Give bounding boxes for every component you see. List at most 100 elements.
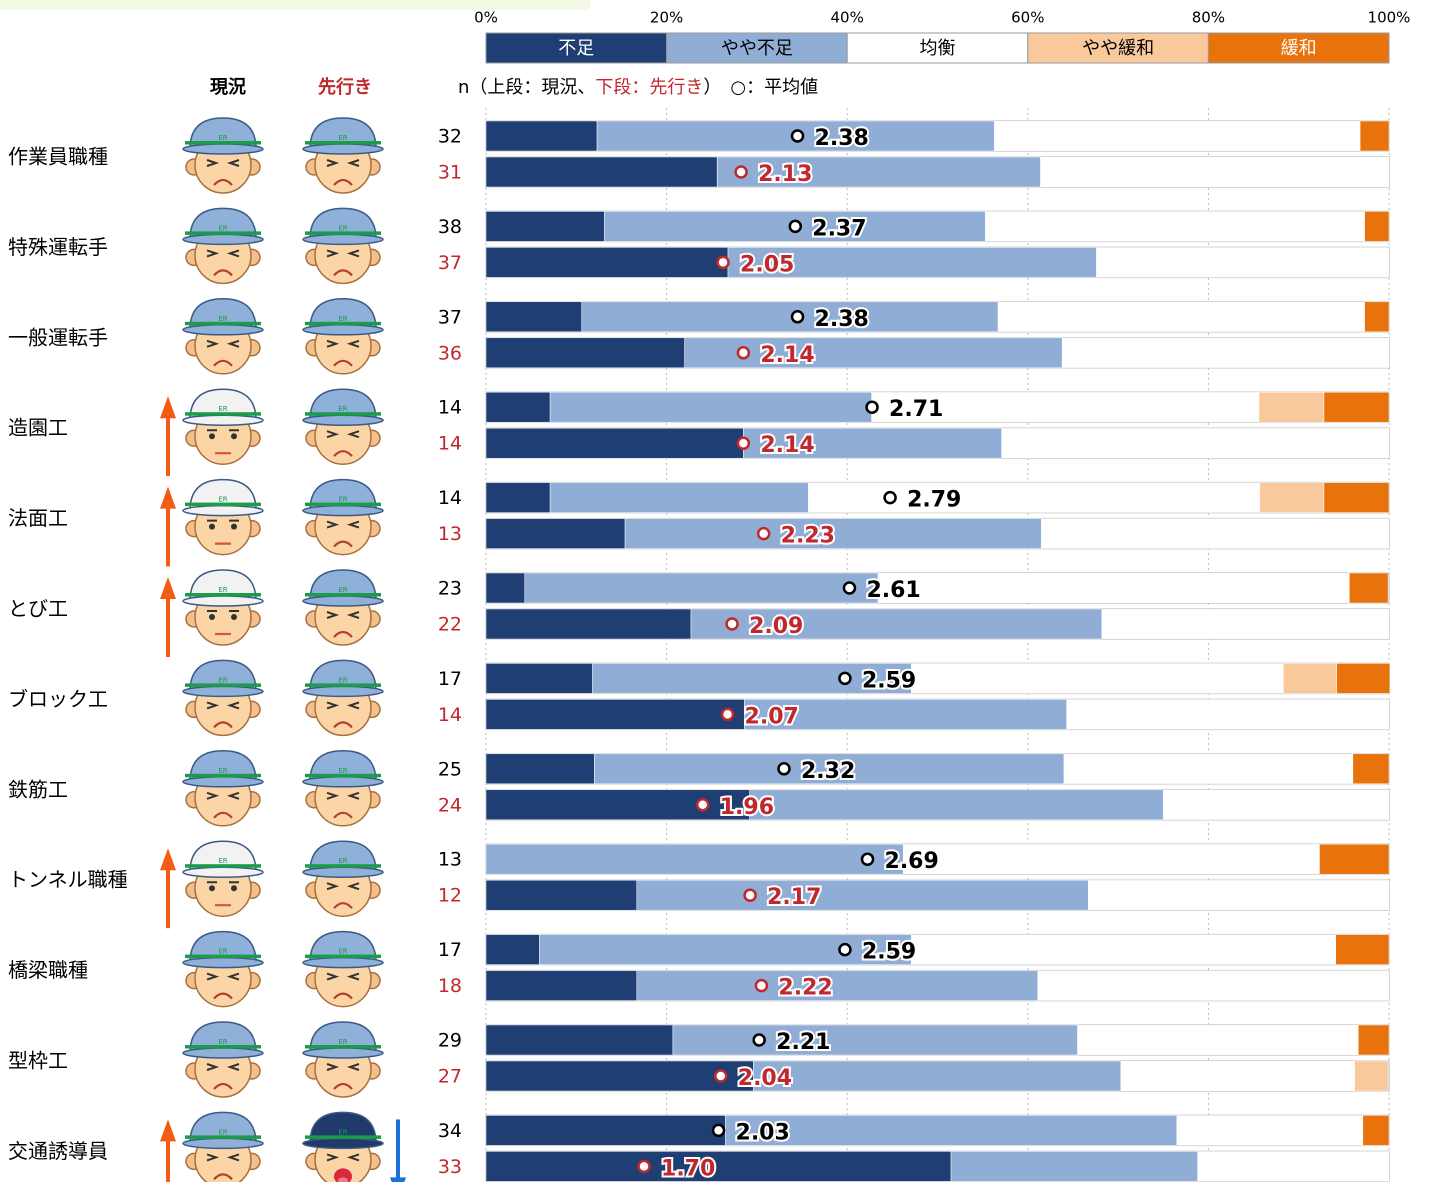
icon <box>183 118 263 154</box>
n-label: 36 <box>438 342 462 364</box>
mean-marker <box>758 528 769 539</box>
n-label: 25 <box>438 758 462 780</box>
bar-segment <box>1358 1025 1389 1055</box>
bar-segment <box>486 790 750 820</box>
mean-label: 1.70 <box>661 1156 715 1181</box>
bar-segment <box>486 157 717 187</box>
bar-segment <box>637 880 1089 910</box>
mean-label: 2.05 <box>740 252 794 277</box>
icon <box>183 480 263 516</box>
n-label: 14 <box>438 704 462 726</box>
note-part: ） ○：平均値 <box>703 77 818 98</box>
icon <box>303 1112 383 1148</box>
bar-segment <box>1102 609 1389 639</box>
icon <box>303 1022 383 1058</box>
mean-marker <box>697 799 708 810</box>
legend-label: 均衡 <box>920 38 956 59</box>
bar-segment <box>550 483 808 513</box>
mean-label: 2.69 <box>885 849 939 874</box>
category-label: 特殊運転手 <box>8 235 108 259</box>
bar-segment <box>637 971 1038 1001</box>
mean-label: 2.37 <box>812 216 866 241</box>
x-tick-label: 80% <box>1192 9 1225 27</box>
icon <box>303 932 383 968</box>
bar-segment <box>1088 880 1389 910</box>
x-tick-label: 40% <box>831 9 864 27</box>
n-label: 22 <box>438 614 462 636</box>
legend-label: 不足 <box>558 38 594 59</box>
bar-segment <box>911 935 1335 965</box>
icon <box>183 570 263 606</box>
note-part: n（上段：現況、 <box>458 77 595 98</box>
bar-segment <box>486 392 550 422</box>
mean-marker <box>738 347 749 358</box>
bar-segment <box>750 790 1164 820</box>
x-tick-label: 20% <box>650 9 683 27</box>
category-label: 一般運転手 <box>8 325 108 349</box>
mean-label: 2.14 <box>760 343 814 368</box>
mean-label: 1.96 <box>720 795 774 820</box>
bar-segment <box>1324 483 1389 513</box>
mean-marker <box>839 944 850 955</box>
bar-segment <box>998 302 1365 332</box>
bar-segment <box>486 609 691 639</box>
mean-marker <box>718 257 729 268</box>
icon <box>160 1119 176 1182</box>
n-label: 34 <box>438 1120 462 1142</box>
bar-segment <box>1064 754 1353 784</box>
bar-segment <box>486 211 604 241</box>
n-label: 23 <box>438 578 462 600</box>
mean-marker <box>885 492 896 503</box>
mean-marker <box>745 890 756 901</box>
mean-marker <box>790 221 801 232</box>
bar-segment <box>486 935 539 965</box>
bar-segment <box>486 844 903 874</box>
n-label: 24 <box>438 794 462 816</box>
icon <box>303 299 383 335</box>
bar-segment <box>550 392 871 422</box>
icon <box>303 208 383 244</box>
bar-segment <box>994 121 1360 151</box>
chart: ER 現況 先行き n（上段：現況、下段：先行き） ○：平均値 0%20%40%… <box>0 0 1435 1182</box>
bar-segment <box>1355 1061 1388 1091</box>
mean-label: 2.79 <box>907 488 961 513</box>
mean-marker <box>844 583 855 594</box>
bar-segment <box>486 880 637 910</box>
bar-segment <box>1096 247 1389 277</box>
note: n（上段：現況、下段：先行き） ○：平均値 <box>458 77 818 98</box>
category-label: 交通誘導員 <box>8 1139 108 1163</box>
mean-marker <box>639 1161 650 1172</box>
bar-segment <box>1337 663 1390 693</box>
bar-segment <box>985 211 1364 241</box>
icon <box>303 570 383 606</box>
icon <box>183 932 263 968</box>
n-label: 14 <box>438 487 462 509</box>
icon <box>183 841 263 877</box>
icon <box>303 841 383 877</box>
mean-label: 2.14 <box>760 433 814 458</box>
bar-segment <box>486 1115 725 1145</box>
mean-label: 2.17 <box>767 885 821 910</box>
bar-segment <box>1177 1115 1363 1145</box>
note-part: 下段：先行き <box>595 77 703 98</box>
bar-segment <box>539 935 911 965</box>
category-label: 橋梁職種 <box>8 958 88 982</box>
category-label: 作業員職種 <box>8 145 108 169</box>
bar-segment <box>753 1061 1121 1091</box>
n-label: 14 <box>438 397 462 419</box>
mean-label: 2.38 <box>815 126 869 151</box>
mean-label: 2.03 <box>736 1120 790 1145</box>
bar-segment <box>878 573 1349 603</box>
mean-label: 2.21 <box>776 1030 830 1055</box>
icon <box>183 660 263 696</box>
bar-segment <box>486 971 637 1001</box>
n-label: 18 <box>438 975 462 997</box>
icon <box>183 1022 263 1058</box>
bar-segment <box>1353 754 1389 784</box>
x-tick-label: 60% <box>1011 9 1044 27</box>
mean-label: 2.38 <box>815 307 869 332</box>
mean-label: 2.22 <box>778 976 832 1001</box>
n-label: 17 <box>438 668 462 690</box>
legend-label: やや不足 <box>721 38 793 59</box>
bar-segment <box>1040 157 1389 187</box>
